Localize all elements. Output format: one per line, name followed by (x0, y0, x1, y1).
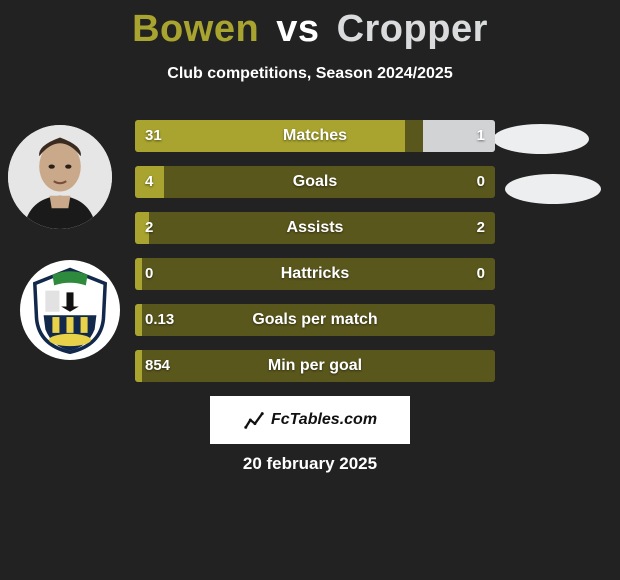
vs-text: vs (276, 8, 319, 50)
stat-row: 854Min per goal (135, 350, 495, 382)
stat-metric-label: Assists (135, 212, 495, 244)
stat-row: 40Goals (135, 166, 495, 198)
brand-label: FcTables.com (271, 411, 377, 429)
stat-row: 22Assists (135, 212, 495, 244)
player-left-name: Bowen (132, 8, 259, 50)
player-left-avatar (8, 125, 112, 229)
stat-metric-label: Min per goal (135, 350, 495, 382)
club-crest-icon (26, 266, 114, 354)
stat-metric-label: Goals per match (135, 304, 495, 336)
stat-metric-label: Matches (135, 120, 495, 152)
player-right-badge (20, 260, 120, 360)
comparison-title: Bowen vs Cropper (0, 0, 620, 51)
player-right-name: Cropper (337, 8, 488, 50)
stat-row: 00Hattricks (135, 258, 495, 290)
subtitle: Club competitions, Season 2024/2025 (0, 65, 620, 83)
right-profile-placeholder-1 (493, 124, 589, 154)
brand-logo-icon (243, 409, 265, 431)
stat-metric-label: Hattricks (135, 258, 495, 290)
person-icon (8, 125, 112, 229)
stat-row: 0.13Goals per match (135, 304, 495, 336)
right-profile-placeholder-2 (505, 174, 601, 204)
stat-bars: 311Matches 40Goals 22Assists 00Hattricks 0.1… (135, 120, 495, 396)
stat-metric-label: Goals (135, 166, 495, 198)
date-line: 20 february 2025 (0, 454, 620, 474)
brand-box: FcTables.com (210, 396, 410, 444)
stat-row: 311Matches (135, 120, 495, 152)
